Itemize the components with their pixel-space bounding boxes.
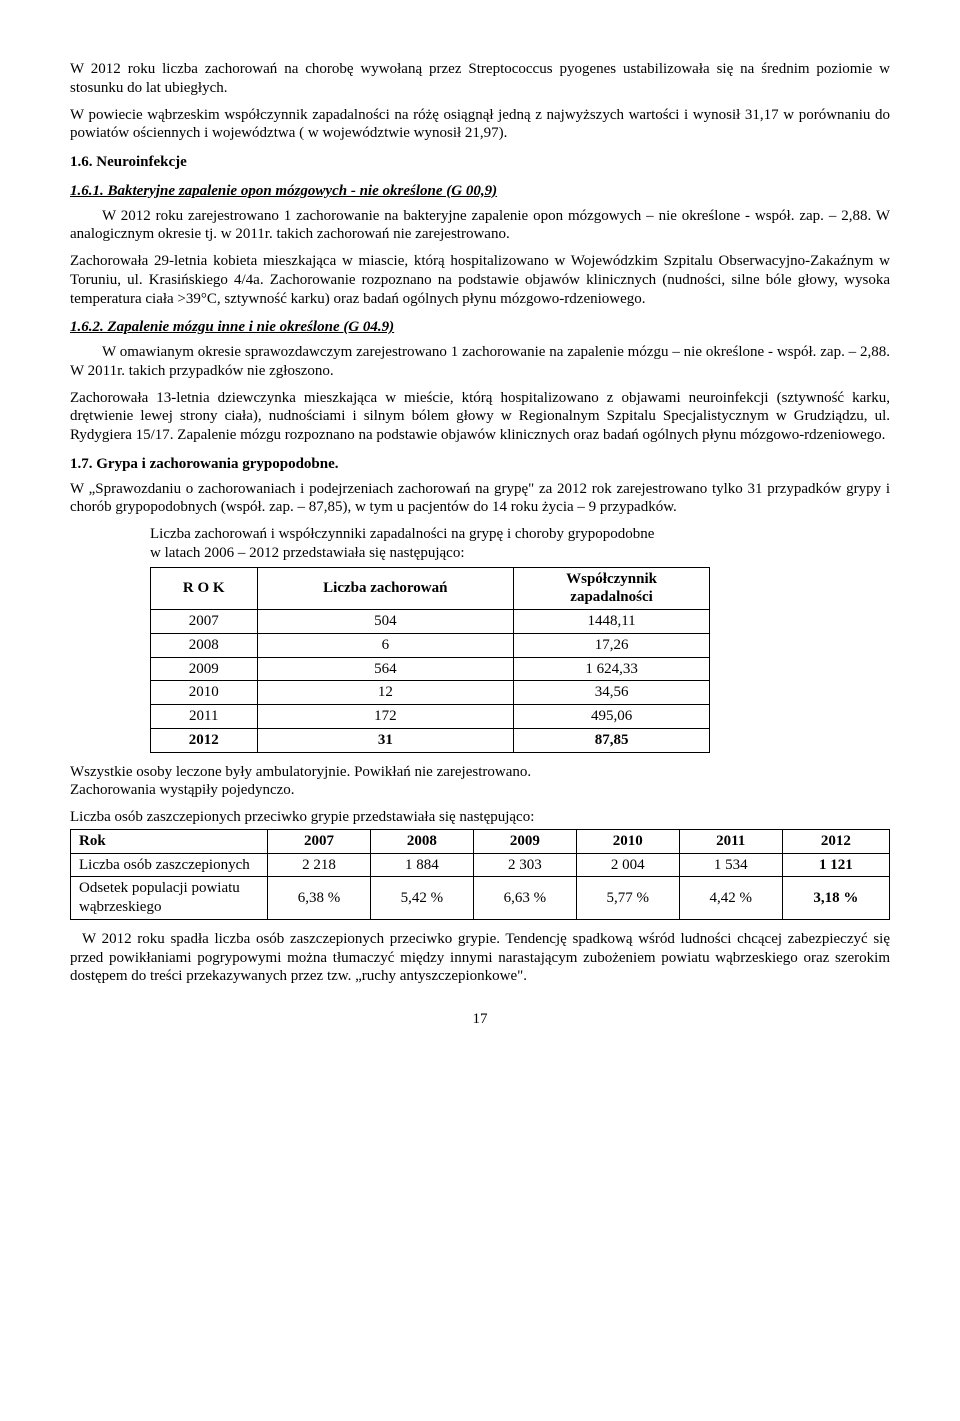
heading-1-6-1: 1.6.1. Bakteryjne zapalenie opon mózgowy… bbox=[70, 182, 890, 201]
table-cell: 3,18 % bbox=[782, 877, 889, 920]
table-row: 20075041448,11 bbox=[151, 610, 710, 634]
table-header: 2010 bbox=[576, 829, 679, 853]
table-row: 20123187,85 bbox=[151, 728, 710, 752]
table-row: Liczba osób zaszczepionych2 2181 8842 30… bbox=[71, 853, 890, 877]
table-row: 2008617,26 bbox=[151, 633, 710, 657]
table-header: 2012 bbox=[782, 829, 889, 853]
table-cell: 2007 bbox=[151, 610, 258, 634]
table-szczepienia: Rok200720082009201020112012Liczba osób z… bbox=[70, 829, 890, 920]
table-cell: 2 218 bbox=[268, 853, 371, 877]
table-grypa-lata: R O KLiczba zachorowańWspółczynnikzapada… bbox=[150, 567, 890, 753]
table-cell: 2010 bbox=[151, 681, 258, 705]
table-cell: 31 bbox=[257, 728, 514, 752]
table-header: Współczynnikzapadalności bbox=[514, 567, 710, 610]
table-cell: Odsetek populacji powiatu wąbrzeskiego bbox=[71, 877, 268, 920]
table-cell: 2011 bbox=[151, 705, 258, 729]
paragraph: W 2012 roku spadła liczba osób zaszczepi… bbox=[70, 930, 890, 986]
table-header: 2007 bbox=[268, 829, 371, 853]
table-cell: 504 bbox=[257, 610, 514, 634]
table-cell: 1 884 bbox=[370, 853, 473, 877]
table-header: R O K bbox=[151, 567, 258, 610]
paragraph: W „Sprawozdaniu o zachorowaniach i podej… bbox=[70, 480, 890, 518]
paragraph: Wszystkie osoby leczone były ambulatoryj… bbox=[70, 763, 890, 782]
table-cell: 6 bbox=[257, 633, 514, 657]
table-cell: 2012 bbox=[151, 728, 258, 752]
table-cell: 5,42 % bbox=[370, 877, 473, 920]
table-cell: 2009 bbox=[151, 657, 258, 681]
table-row: 2011172495,06 bbox=[151, 705, 710, 729]
table-cell: 495,06 bbox=[514, 705, 710, 729]
heading-1-6-2: 1.6.2. Zapalenie mózgu inne i nie określ… bbox=[70, 318, 890, 337]
table-header: 2011 bbox=[679, 829, 782, 853]
paragraph: Zachorowała 13-letnia dziewczynka mieszk… bbox=[70, 389, 890, 445]
table-cell: 34,56 bbox=[514, 681, 710, 705]
paragraph: W omawianym okresie sprawozdawczym zarej… bbox=[70, 343, 890, 381]
table-cell: 2 303 bbox=[473, 853, 576, 877]
table-cell: 17,26 bbox=[514, 633, 710, 657]
paragraph: Zachorowała 29-letnia kobieta mieszkając… bbox=[70, 252, 890, 308]
heading-1-7: 1.7. Grypa i zachorowania grypopodobne. bbox=[70, 455, 890, 474]
table-cell: 6,63 % bbox=[473, 877, 576, 920]
paragraph: Zachorowania wystąpiły pojedynczo. bbox=[70, 781, 890, 800]
paragraph: W 2012 roku liczba zachorowań na chorobę… bbox=[70, 60, 890, 98]
table-cell: 1448,11 bbox=[514, 610, 710, 634]
paragraph: W 2012 roku zarejestrowano 1 zachorowani… bbox=[70, 207, 890, 245]
table-cell: 87,85 bbox=[514, 728, 710, 752]
table-cell: 564 bbox=[257, 657, 514, 681]
heading-1-6: 1.6. Neuroinfekcje bbox=[70, 153, 890, 172]
table-caption: Liczba osób zaszczepionych przeciwko gry… bbox=[70, 808, 890, 827]
table-cell: 4,42 % bbox=[679, 877, 782, 920]
table-cell: 12 bbox=[257, 681, 514, 705]
table-cell: 1 534 bbox=[679, 853, 782, 877]
table-header: Rok bbox=[71, 829, 268, 853]
table-row: 20101234,56 bbox=[151, 681, 710, 705]
table-cell: 1 624,33 bbox=[514, 657, 710, 681]
table-cell: 1 121 bbox=[782, 853, 889, 877]
table-row: 20095641 624,33 bbox=[151, 657, 710, 681]
table-cell: 2 004 bbox=[576, 853, 679, 877]
table-cell: 6,38 % bbox=[268, 877, 371, 920]
table-cell: 172 bbox=[257, 705, 514, 729]
table-header: 2008 bbox=[370, 829, 473, 853]
table-caption-line: Liczba zachorowań i współczynniki zapada… bbox=[150, 525, 890, 544]
paragraph: W powiecie wąbrzeskim współczynnik zapad… bbox=[70, 106, 890, 144]
table-header: Liczba zachorowań bbox=[257, 567, 514, 610]
table-caption-line: w latach 2006 – 2012 przedstawiała się n… bbox=[150, 544, 890, 563]
table-cell: 2008 bbox=[151, 633, 258, 657]
page-number: 17 bbox=[70, 1010, 890, 1029]
table-cell: 5,77 % bbox=[576, 877, 679, 920]
table-cell: Liczba osób zaszczepionych bbox=[71, 853, 268, 877]
table-row: Odsetek populacji powiatu wąbrzeskiego6,… bbox=[71, 877, 890, 920]
table-header: 2009 bbox=[473, 829, 576, 853]
